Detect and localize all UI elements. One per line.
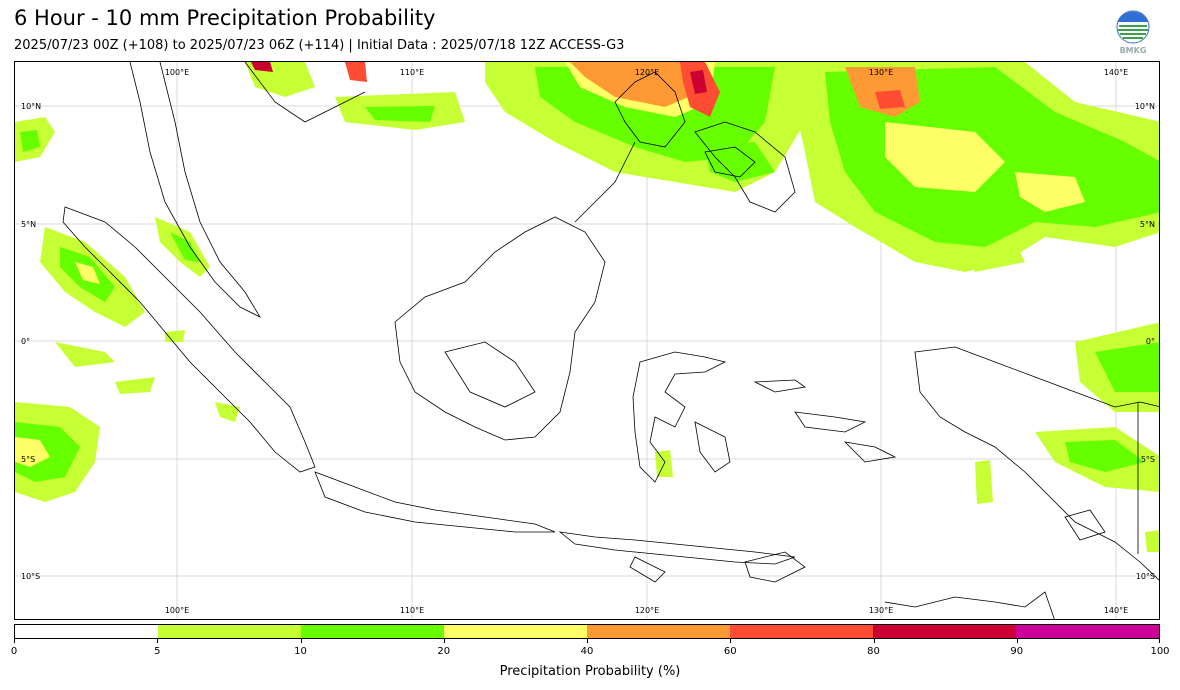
colorbar-segment [444, 625, 587, 638]
lat-label: 10°S [1136, 572, 1155, 581]
lat-label: 10°N [1135, 102, 1155, 111]
lat-label: 10°N [21, 102, 41, 111]
colorbar-tick-label: 0 [10, 646, 18, 657]
colorbar-tick [300, 639, 302, 643]
lat-label: 5°S [21, 455, 35, 464]
lon-label: 130°E [869, 68, 893, 77]
lat-label: 10°S [21, 572, 40, 581]
colorbar-segment [158, 625, 301, 638]
latitude-labels-right: 10°N 5°N 0° 5°S 10°S [1135, 102, 1155, 581]
latitude-labels-left: 10°N 5°N 0° 5°S 10°S [21, 102, 41, 581]
lat-label: 0° [21, 337, 30, 346]
colorbar-tick-label: 100 [1150, 646, 1170, 657]
lon-label: 110°E [400, 68, 424, 77]
lat-label: 5°S [1141, 455, 1155, 464]
lat-label: 5°N [1140, 220, 1155, 229]
colorbar-tick [1159, 639, 1160, 643]
lon-label: 120°E [635, 68, 659, 77]
colorbar-tick-label: 10 [294, 646, 307, 657]
bmkg-logo: BMKG [1114, 10, 1152, 56]
lon-label: 130°E [869, 606, 893, 615]
lat-label: 5°N [21, 220, 36, 229]
precipitation-map: 100°E 110°E 120°E 130°E 140°E 100°E 110°… [14, 61, 1160, 620]
colorbar-tick [1016, 639, 1018, 643]
chart-subtitle: 2025/07/23 00Z (+108) to 2025/07/23 06Z … [14, 38, 625, 53]
colorbar-tick [443, 639, 445, 643]
lon-label: 100°E [165, 68, 189, 77]
colorbar-tick [730, 639, 732, 643]
lon-label: 110°E [400, 606, 424, 615]
colorbar-tick-label: 60 [723, 646, 737, 657]
longitude-labels-bottom: 100°E 110°E 120°E 130°E 140°E [165, 606, 1128, 615]
colorbar-labels: 0 5 10 20 40 60 80 90 100 [10, 646, 1170, 660]
colorbar-segment [1016, 625, 1159, 638]
colorbar-segment [730, 625, 873, 638]
colorbar-tick-label: 20 [437, 646, 451, 657]
colorbar-tick-label: 5 [154, 646, 161, 657]
colorbar-title: Precipitation Probability (%) [499, 664, 681, 679]
colorbar-segment [873, 625, 1016, 638]
colorbar-segment [301, 625, 444, 638]
svg-text:BMKG: BMKG [1120, 46, 1147, 55]
chart-title: 6 Hour - 10 mm Precipitation Probability [14, 6, 436, 30]
colorbar-ticks [14, 639, 1160, 644]
lon-label: 120°E [635, 606, 659, 615]
colorbar-tick [14, 639, 15, 643]
colorbar-segment [587, 625, 730, 638]
colorbar-tick-label: 40 [580, 646, 594, 657]
lon-label: 140°E [1104, 606, 1128, 615]
colorbar-segment [15, 625, 158, 638]
colorbar-tick [157, 639, 159, 643]
colorbar-tick [873, 639, 875, 643]
precipitation-areas [15, 62, 1159, 552]
colorbar-tick [587, 639, 588, 643]
coastlines [62, 62, 1159, 619]
lon-label: 100°E [165, 606, 189, 615]
lat-label: 0° [1146, 337, 1155, 346]
colorbar [14, 624, 1160, 639]
longitude-labels-top: 100°E 110°E 120°E 130°E 140°E [165, 68, 1128, 77]
colorbar-tick-label: 80 [867, 646, 880, 657]
colorbar-tick-label: 90 [1010, 646, 1024, 657]
lon-label: 140°E [1104, 68, 1128, 77]
